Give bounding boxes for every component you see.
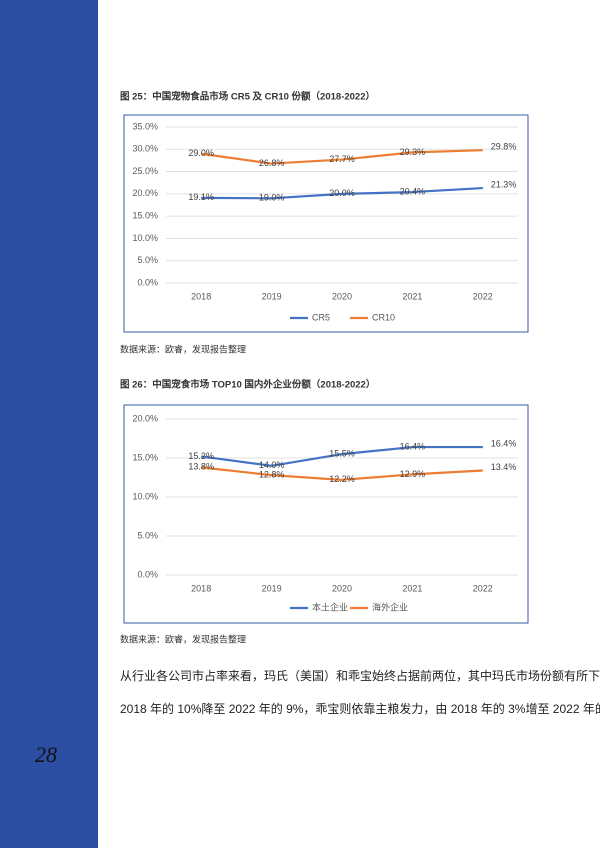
- chart-title: 图 25：中国宠物食品市场 CR5 及 CR10 份额（2018-2022）: [120, 91, 375, 103]
- data-label: 13.4%: [491, 462, 517, 472]
- data-label: 21.3%: [491, 179, 517, 189]
- y-tick-label: 20.0%: [132, 413, 158, 423]
- data-label: 27.7%: [329, 154, 355, 164]
- data-label: 16.4%: [491, 438, 517, 448]
- x-tick-label: 2019: [262, 583, 282, 593]
- x-tick-label: 2018: [191, 583, 211, 593]
- legend-label: 海外企业: [372, 601, 408, 612]
- data-label: 20.0%: [329, 188, 355, 198]
- data-label: 15.2%: [188, 451, 214, 461]
- data-label: 16.4%: [400, 441, 426, 451]
- y-tick-label: 35.0%: [132, 121, 158, 131]
- side-band: [0, 0, 98, 848]
- page-number: 28: [35, 742, 57, 767]
- paragraph-line: 从行业各公司市占率来看，玛氏（美国）和乖宝始终占据前两位，其中玛氏市场份额有所下…: [120, 668, 600, 683]
- x-tick-label: 2022: [473, 583, 493, 593]
- y-tick-label: 0.0%: [137, 277, 158, 287]
- x-tick-label: 2019: [262, 291, 282, 301]
- data-label: 19.1%: [188, 192, 214, 202]
- source-note: 数据来源：欧睿，发现报告整理: [120, 343, 246, 354]
- y-tick-label: 5.0%: [137, 530, 158, 540]
- y-tick-label: 20.0%: [132, 188, 158, 198]
- y-tick-label: 10.0%: [132, 233, 158, 243]
- data-label: 15.5%: [329, 448, 355, 458]
- data-label: 26.8%: [259, 158, 285, 168]
- legend-label: 本土企业: [312, 601, 348, 612]
- data-label: 20.4%: [400, 186, 426, 196]
- series-line: [201, 466, 483, 481]
- data-label: 12.2%: [329, 474, 355, 484]
- y-tick-label: 10.0%: [132, 491, 158, 501]
- legend-label: CR5: [312, 312, 330, 322]
- x-tick-label: 2020: [332, 583, 352, 593]
- data-label: 14.0%: [259, 460, 285, 470]
- series-line: [201, 186, 483, 200]
- y-tick-label: 30.0%: [132, 144, 158, 154]
- data-label: 12.9%: [400, 469, 426, 479]
- data-label: 13.8%: [188, 462, 214, 472]
- data-label: 29.8%: [491, 142, 517, 152]
- source-note: 数据来源：欧睿，发现报告整理: [120, 633, 246, 644]
- data-label: 12.8%: [259, 470, 285, 480]
- y-tick-label: 5.0%: [137, 255, 158, 265]
- y-tick-label: 25.0%: [132, 166, 158, 176]
- data-label: 19.0%: [259, 193, 285, 203]
- chart-title: 图 26：中国宠食市场 TOP10 国内外企业份额（2018-2022）: [120, 379, 375, 391]
- x-tick-label: 2021: [402, 291, 422, 301]
- paragraph-line: 2018 年的 10%降至 2022 年的 9%，乖宝则依靠主粮发力，由 201…: [120, 701, 600, 716]
- legend-label: CR10: [372, 312, 395, 322]
- chart-frame: [123, 404, 529, 624]
- x-tick-label: 2018: [191, 291, 211, 301]
- data-label: 29.0%: [188, 148, 214, 158]
- x-tick-label: 2020: [332, 291, 352, 301]
- y-tick-label: 15.0%: [132, 211, 158, 221]
- y-tick-label: 0.0%: [137, 569, 158, 579]
- y-tick-label: 15.0%: [132, 452, 158, 462]
- x-tick-label: 2021: [402, 583, 422, 593]
- series-line: [201, 445, 483, 467]
- series-line: [201, 149, 483, 165]
- chart-frame: [123, 114, 529, 333]
- x-tick-label: 2022: [473, 291, 493, 301]
- data-label: 29.3%: [400, 147, 426, 157]
